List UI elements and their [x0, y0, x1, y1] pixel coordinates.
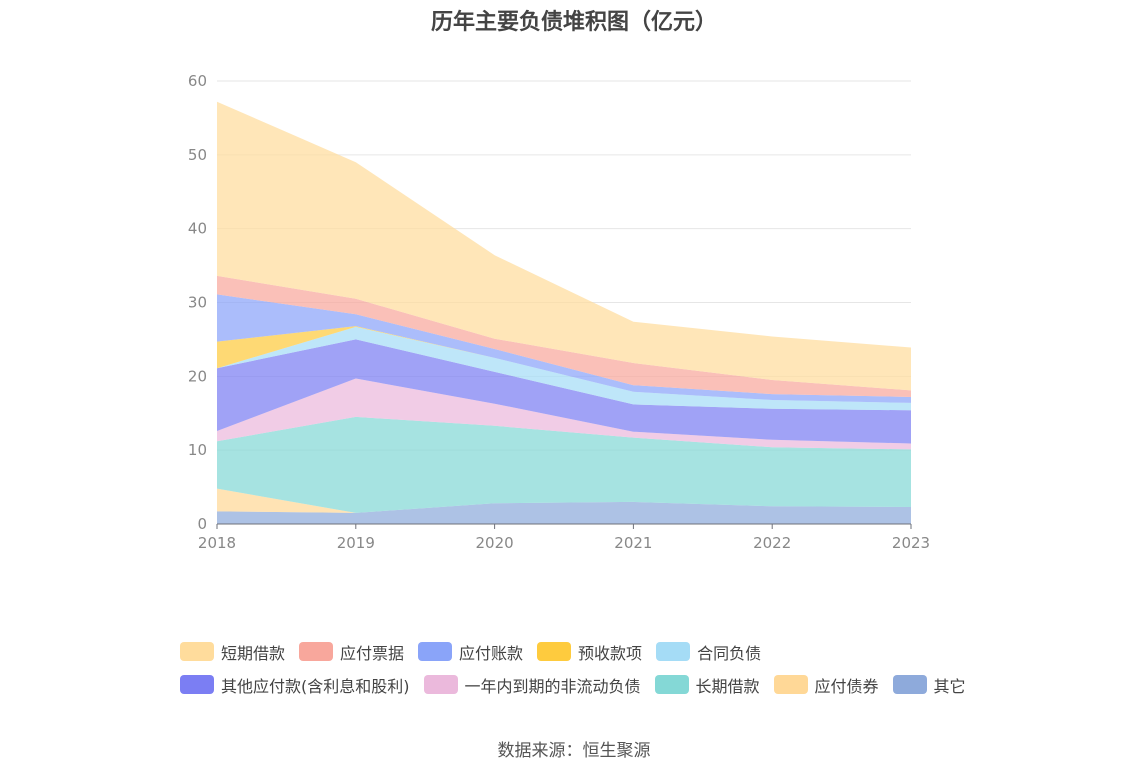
y-tick-label: 10 [188, 441, 207, 459]
legend-swatch [180, 675, 214, 694]
x-tick-label: 2019 [337, 534, 375, 552]
legend-label: 其它 [933, 676, 966, 696]
legend-row: 短期借款 应付票据 应付账款 预收款项 合同负债 [180, 640, 1020, 663]
legend-label: 一年内到期的非流动负债 [464, 676, 641, 696]
legend-label: 其他应付款(含利息和股利) [221, 676, 410, 696]
legend-item[interactable]: 其他应付款(含利息和股利) [180, 673, 410, 697]
area-series-3 [217, 378, 911, 450]
legend-label: 应付票据 [340, 643, 405, 663]
legend-label: 应付账款 [459, 643, 524, 663]
axes: 0 10 20 30 40 50 60 2018 2019 2020 2021 2022 2023 [188, 72, 930, 552]
chart-plot: 0 10 20 30 40 50 60 2018 2019 2020 2021 2022 2023 [188, 72, 930, 552]
legend-swatch [423, 675, 458, 694]
x-tick-label: 2021 [614, 534, 652, 552]
legend-item[interactable]: 应付账款 [418, 640, 523, 664]
y-tick-label: 60 [188, 72, 207, 90]
legend-swatch [537, 642, 572, 661]
legend-label: 预收款项 [578, 643, 643, 663]
y-tick-label: 0 [197, 515, 207, 533]
area-series-1 [217, 488, 911, 513]
y-tick-label: 40 [188, 220, 207, 238]
legend-label: 短期借款 [221, 643, 286, 663]
legend-item[interactable]: 应付债券 [773, 673, 879, 697]
area-series-4 [217, 339, 911, 444]
y-tick-label: 50 [188, 146, 207, 164]
legend-swatch [656, 642, 691, 661]
y-tick-label: 30 [188, 294, 207, 312]
legend-row: 其他应付款(含利息和股利) 一年内到期的非流动负债 长期借款 应付债券 其它 [180, 673, 1020, 696]
legend-swatch [773, 675, 808, 694]
legend-swatch [299, 642, 334, 661]
area-series-7 [217, 294, 911, 403]
legend-item[interactable]: 长期借款 [654, 673, 760, 697]
legend: 短期借款 应付票据 应付账款 预收款项 合同负债 其他应付款(含利息和股利) 一年内到期的… [180, 640, 1020, 706]
legend-label: 长期借款 [695, 676, 760, 696]
x-tick-label: 2018 [198, 534, 236, 552]
area-series-layer [217, 101, 911, 524]
legend-item[interactable]: 合同负债 [656, 640, 761, 664]
legend-item[interactable]: 预收款项 [537, 640, 642, 664]
legend-label: 合同负债 [697, 643, 762, 663]
area-series-5 [217, 326, 911, 411]
legend-label: 应付债券 [814, 676, 879, 696]
area-series-8 [217, 275, 911, 397]
area-series-9 [217, 101, 911, 391]
legend-swatch [892, 675, 927, 694]
y-tick-label: 20 [188, 367, 207, 385]
legend-swatch [418, 642, 453, 661]
legend-item[interactable]: 应付票据 [299, 640, 404, 664]
area-series-2 [217, 416, 911, 513]
legend-item[interactable]: 短期借款 [180, 640, 285, 664]
legend-item[interactable]: 一年内到期的非流动负债 [423, 673, 641, 697]
x-tick-label: 2022 [753, 534, 791, 552]
legend-item[interactable]: 其它 [892, 673, 966, 697]
x-tick-label: 2023 [892, 534, 930, 552]
legend-swatch [180, 642, 214, 661]
area-series-0 [217, 501, 911, 524]
x-tick-label: 2020 [476, 534, 514, 552]
chart-title: 历年主要负债堆积图（亿元） [430, 10, 717, 35]
legend-swatch [654, 675, 689, 694]
data-source-note: 数据来源：恒生聚源 [497, 741, 651, 761]
